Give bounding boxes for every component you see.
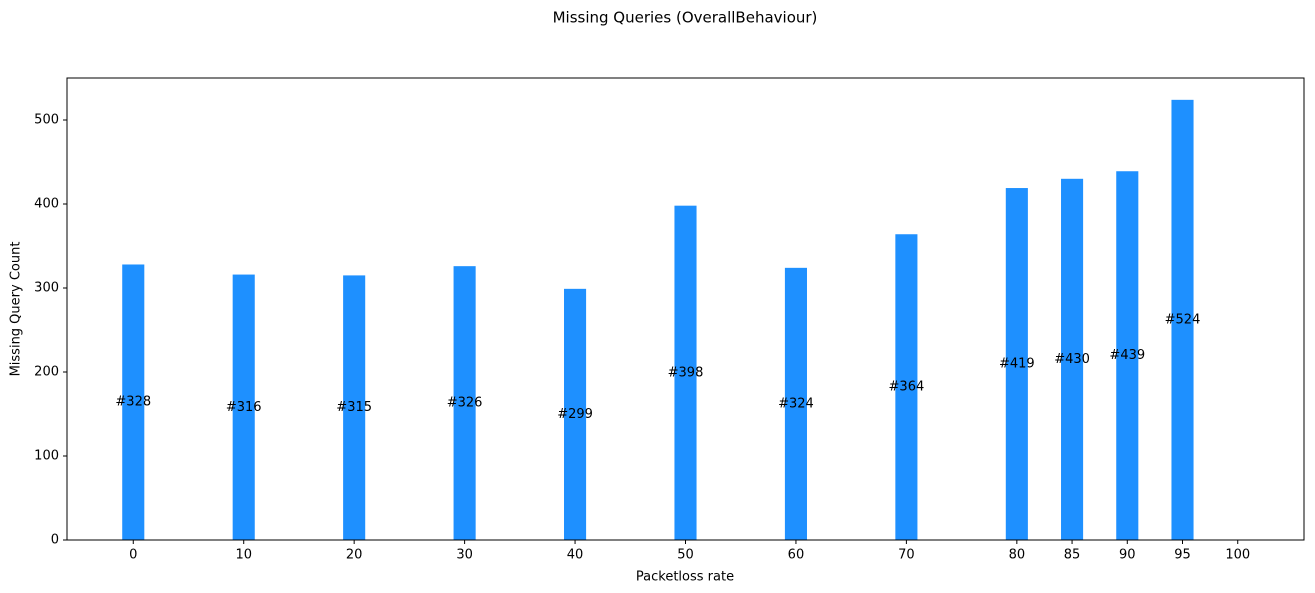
value-label: #398 — [668, 365, 704, 380]
bar — [784, 267, 807, 540]
x-tick-label: 85 — [1064, 548, 1081, 563]
x-tick-label: 70 — [898, 548, 915, 563]
plot-frame — [66, 77, 1305, 541]
y-tick-label: 0 — [51, 533, 59, 548]
y-axis-label: Missing Query Count — [9, 242, 24, 377]
value-label: #524 — [1165, 312, 1201, 327]
x-tick-label: 50 — [677, 548, 694, 563]
value-label: #430 — [1054, 352, 1090, 367]
y-tick-label: 400 — [34, 197, 59, 212]
bar — [674, 205, 697, 540]
x-tick-label: 90 — [1119, 548, 1136, 563]
x-tick-label: 40 — [567, 548, 584, 563]
bar — [895, 234, 918, 541]
y-tick-label: 200 — [34, 365, 59, 380]
value-label: #326 — [447, 396, 483, 411]
x-tick-label: 95 — [1174, 548, 1191, 563]
value-label: #316 — [226, 400, 262, 415]
bar — [1116, 171, 1139, 541]
bar — [564, 288, 587, 540]
value-label: #324 — [778, 396, 814, 411]
value-label: #315 — [336, 400, 372, 415]
x-tick-label: 10 — [235, 548, 252, 563]
chart-title: Missing Queries (OverallBehaviour) — [553, 9, 818, 27]
x-axis-label: Packetloss rate — [636, 570, 734, 585]
bar — [232, 274, 255, 540]
value-label: #419 — [999, 357, 1035, 372]
x-tick-label: 20 — [346, 548, 363, 563]
bar — [453, 266, 476, 540]
x-tick-label: 60 — [788, 548, 805, 563]
value-label: #328 — [115, 395, 151, 410]
x-tick-label: 30 — [456, 548, 473, 563]
x-tick-label: 80 — [1009, 548, 1026, 563]
bar — [1005, 188, 1028, 541]
bar — [343, 275, 366, 540]
bar — [1171, 99, 1194, 540]
y-tick-label: 500 — [34, 113, 59, 128]
y-tick-label: 100 — [34, 449, 59, 464]
value-label: #439 — [1109, 348, 1145, 363]
x-tick-label: 100 — [1225, 548, 1250, 563]
y-tick-label: 300 — [34, 281, 59, 296]
value-label: #364 — [889, 380, 925, 395]
bar — [1061, 178, 1084, 541]
bar — [122, 264, 145, 540]
value-label: #299 — [557, 407, 593, 422]
x-tick-label: 0 — [129, 548, 137, 563]
